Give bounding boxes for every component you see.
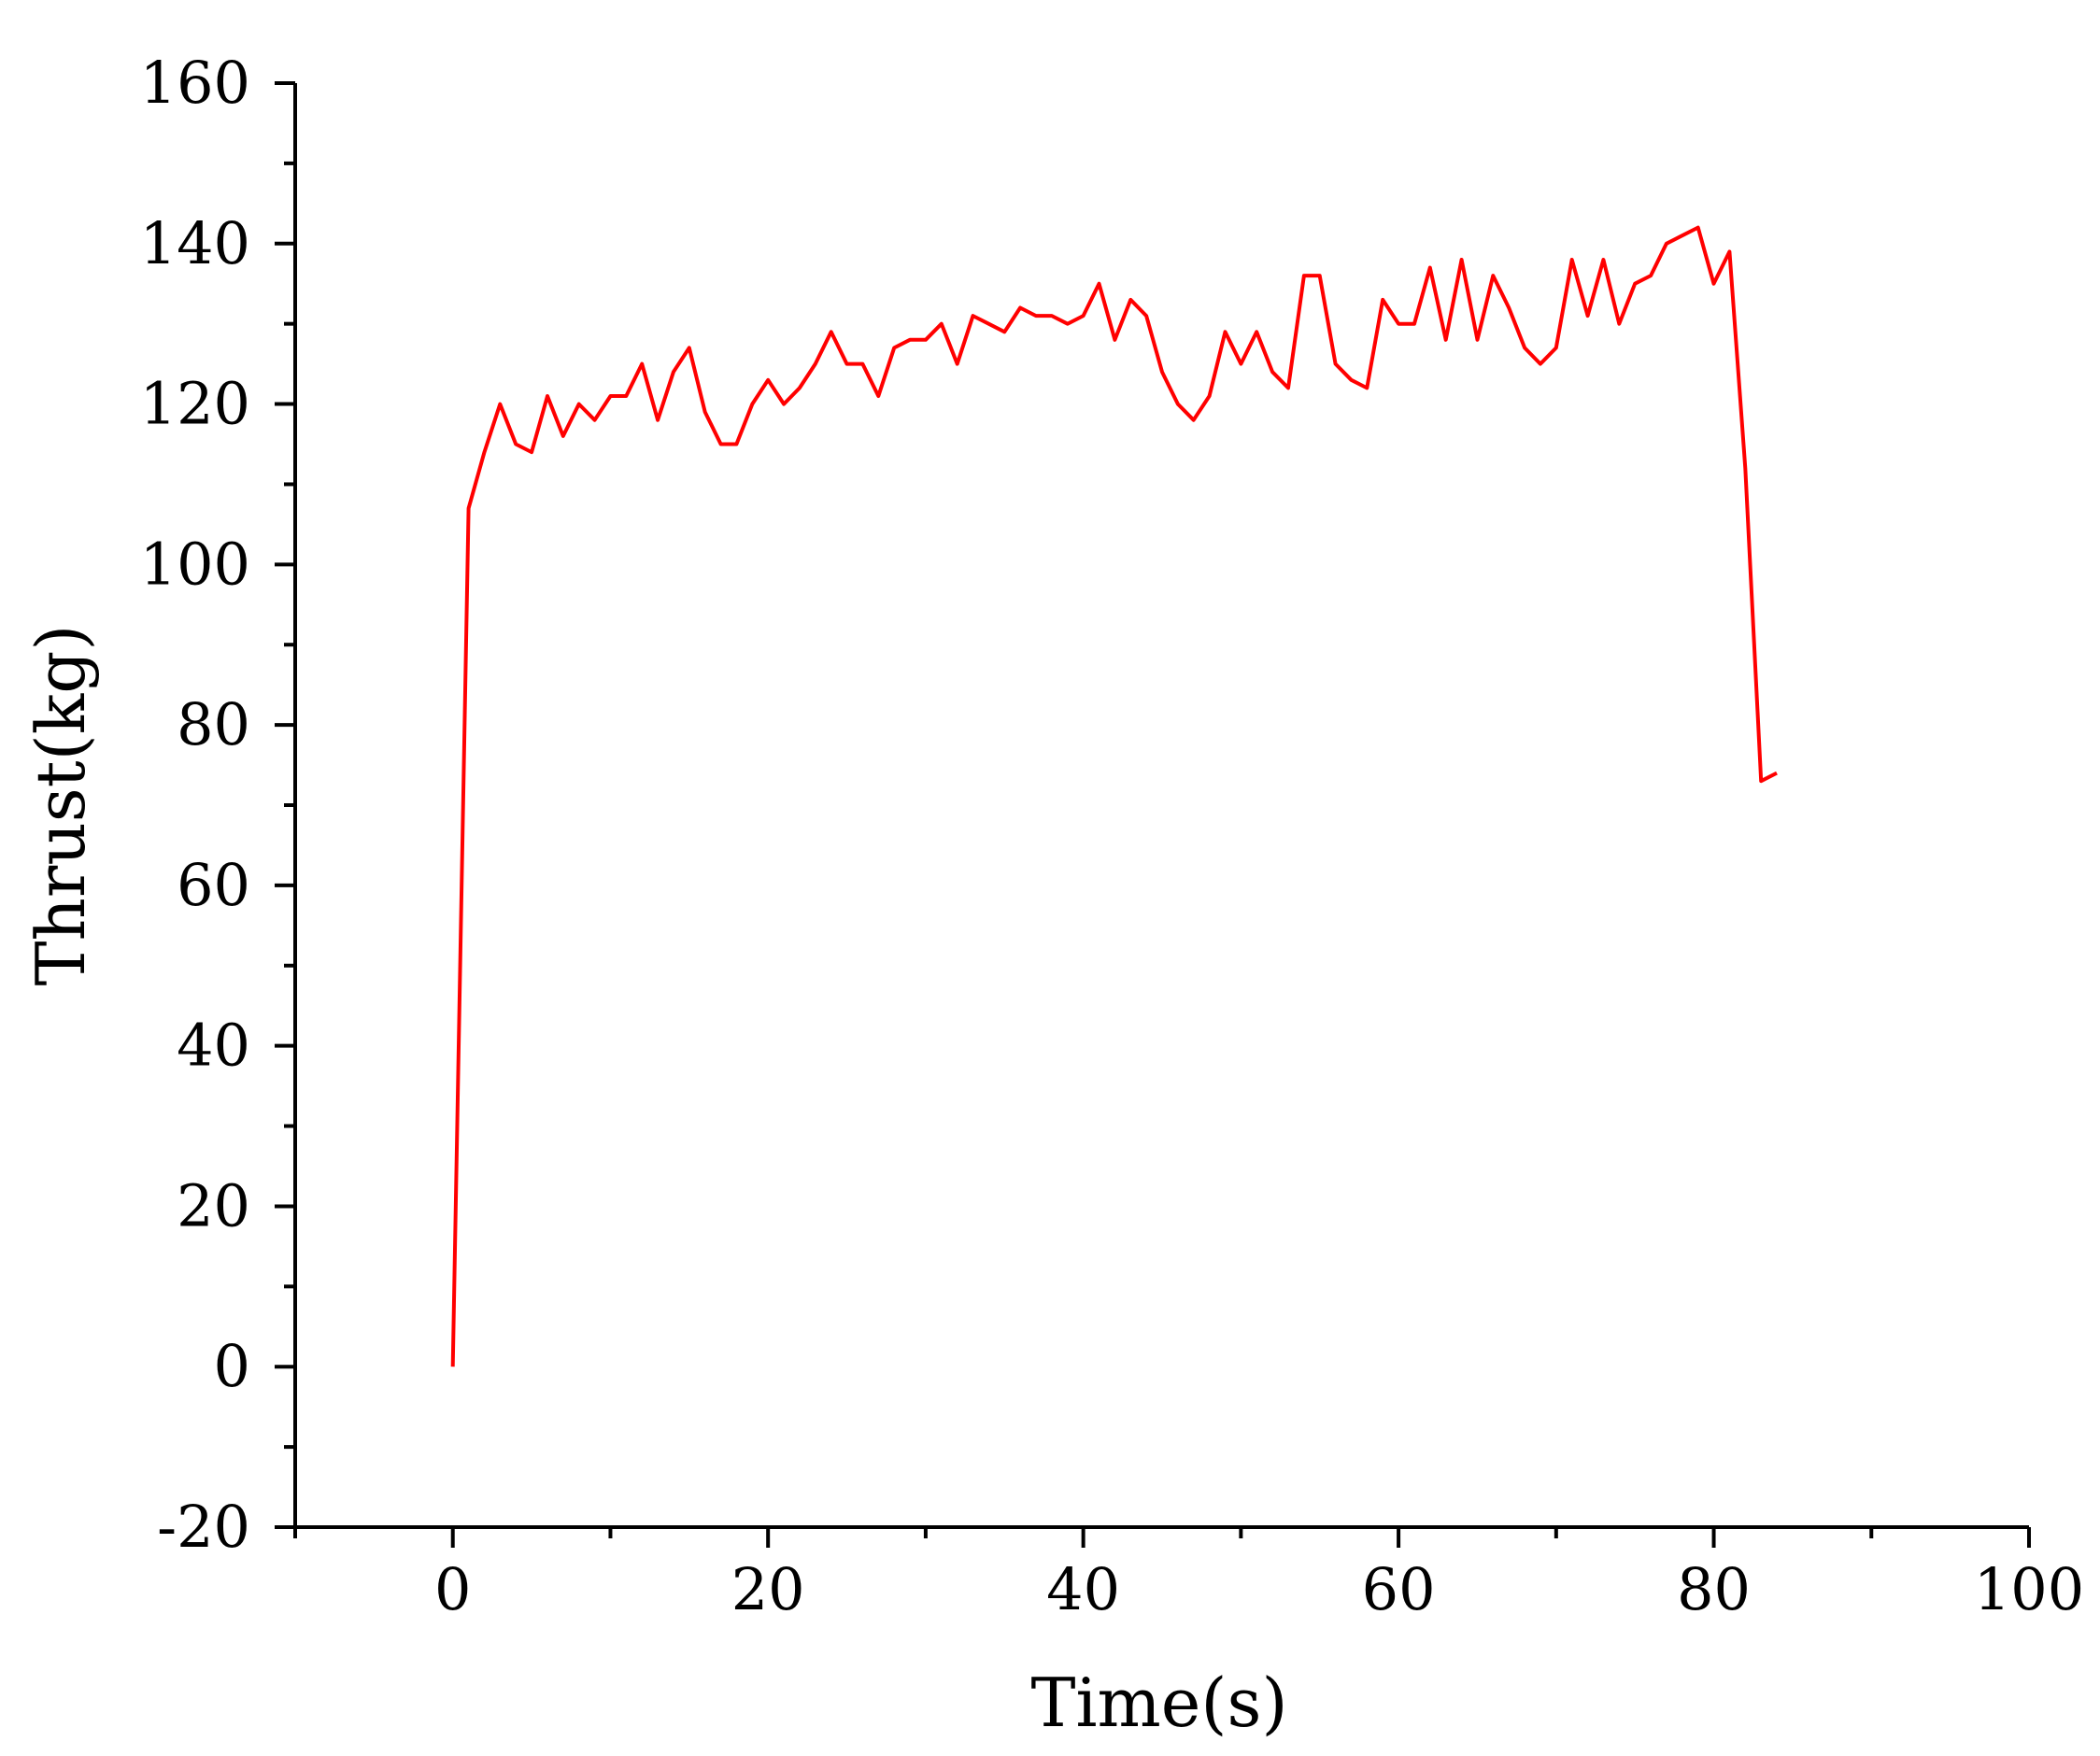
y-tick-label: 80 (177, 690, 250, 758)
x-tick-label: 20 (731, 1555, 805, 1623)
plot-area: 0 20 40 60 80 100 -20 0 20 40 60 80 100 120 140 160 (140, 49, 2085, 1623)
y-ticks: -20 0 20 40 60 80 100 120 140 160 (140, 49, 295, 1561)
y-tick-label: 0 (214, 1332, 250, 1400)
y-tick-label: 100 (140, 530, 250, 598)
series-group (450, 225, 1778, 1367)
thrust-series-line (450, 225, 1778, 1367)
y-tick-label: 140 (140, 209, 250, 277)
y-tick-label: 60 (177, 851, 250, 919)
x-tick-label: 60 (1362, 1555, 1436, 1623)
y-tick-label: 40 (177, 1012, 250, 1080)
x-ticks: 0 20 40 60 80 100 (293, 1527, 2084, 1623)
y-tick-label: 20 (177, 1171, 250, 1239)
x-tick-label: 80 (1677, 1555, 1751, 1623)
y-axis-title: Thrust(kg) (21, 625, 100, 986)
y-tick-label: 120 (140, 370, 250, 438)
x-tick-label: 40 (1046, 1555, 1120, 1623)
x-tick-label: 0 (434, 1555, 471, 1623)
y-tick-label: 160 (140, 49, 250, 117)
y-tick-label: -20 (157, 1493, 250, 1561)
x-tick-label: 100 (1974, 1555, 2084, 1623)
x-axis-title: Time(s) (1030, 1664, 1287, 1742)
